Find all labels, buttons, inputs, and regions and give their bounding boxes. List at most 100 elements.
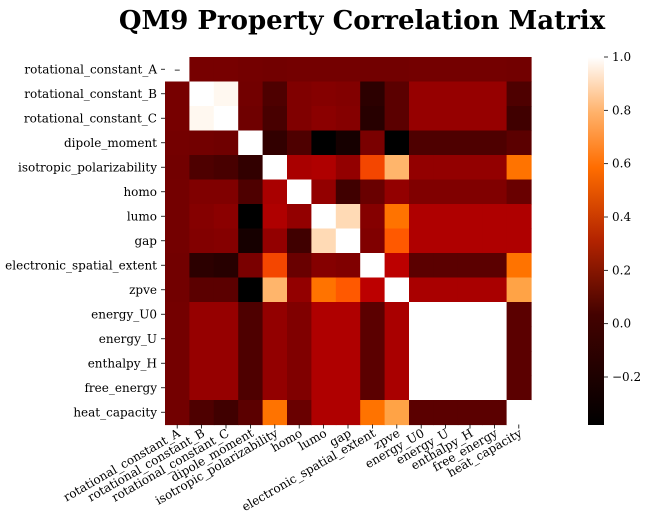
- heatmap-cell: [165, 375, 190, 401]
- heatmap-cell: [482, 400, 508, 426]
- heatmap-cell: [189, 130, 215, 156]
- heatmap-missing-cell: –: [174, 62, 180, 76]
- heatmap-cell: [433, 130, 459, 156]
- heatmap-cell: [457, 375, 483, 401]
- heatmap-cell: [482, 375, 508, 401]
- heatmap-cell: [238, 106, 264, 132]
- heatmap-cell: [213, 375, 239, 401]
- heatmap-cell: [311, 204, 337, 230]
- heatmap-cell: [189, 326, 215, 352]
- heatmap-cell: [433, 179, 459, 205]
- heatmap-cell: [360, 57, 386, 83]
- heatmap-cell: [506, 155, 532, 181]
- heatmap-cell: [433, 375, 459, 401]
- heatmap-cell: [384, 277, 410, 303]
- heatmap-cell: [457, 351, 483, 377]
- heatmap-cell: [360, 400, 386, 426]
- heatmap-cell: [213, 302, 239, 328]
- heatmap-cell: [482, 155, 508, 181]
- heatmap-cell: [189, 277, 215, 303]
- heatmap-cell: [311, 130, 337, 156]
- heatmap-cell: [189, 400, 215, 426]
- colorbar-tick-label: 0.4: [612, 210, 631, 224]
- heatmap-cell: [311, 326, 337, 352]
- heatmap-cell: [165, 326, 190, 352]
- heatmap-cell: [360, 375, 386, 401]
- heatmap-cell: [409, 106, 434, 132]
- heatmap-cell: [433, 228, 459, 254]
- heatmap-cell: [457, 326, 483, 352]
- heatmap-cell: [262, 179, 288, 205]
- heatmap-cell: [457, 277, 483, 303]
- heatmap-cell: [335, 351, 361, 377]
- heatmap-cell: [238, 204, 264, 230]
- heatmap-cell: [409, 155, 434, 181]
- heatmap-cell: [409, 179, 434, 205]
- colorbar: [588, 57, 604, 425]
- heatmap-cell: [311, 106, 337, 132]
- heatmap-cell: [189, 179, 215, 205]
- row-tick-label: rotational_constant_C: [24, 111, 157, 125]
- heatmap-cell: [457, 57, 483, 83]
- heatmap-cell: [409, 228, 434, 254]
- heatmap-cell: [335, 277, 361, 303]
- heatmap-cell: [335, 155, 361, 181]
- row-tick-label: enthalpy_H: [88, 356, 157, 370]
- heatmap-cell: [433, 351, 459, 377]
- heatmap-cell: [238, 400, 264, 426]
- row-tick-label: rotational_constant_A: [24, 62, 157, 76]
- heatmap-cell: [189, 106, 215, 132]
- heatmap-cell: [189, 253, 215, 279]
- heatmap-cell: [506, 81, 532, 107]
- heatmap-cell: [506, 253, 532, 279]
- heatmap-cell: [433, 302, 459, 328]
- heatmap-cell: [165, 179, 190, 205]
- colorbar-tick-label: 0.0: [612, 317, 631, 331]
- heatmap-cell: [335, 57, 361, 83]
- heatmap-cell: [433, 81, 459, 107]
- heatmap-cell: [213, 155, 239, 181]
- heatmap-cell: [360, 253, 386, 279]
- heatmap-cell: [360, 228, 386, 254]
- row-tick-label: dipole_moment: [64, 136, 157, 150]
- colorbar-tick-label: 0.6: [612, 157, 631, 171]
- heatmap-cell: [384, 81, 410, 107]
- heatmap-cell: [165, 155, 190, 181]
- row-tick-label: energy_U: [99, 332, 157, 346]
- heatmap-cell: [262, 351, 288, 377]
- heatmap-cell: [238, 81, 264, 107]
- heatmap-cell: [262, 57, 288, 83]
- heatmap-cell: [384, 400, 410, 426]
- heatmap-cell: [384, 155, 410, 181]
- heatmap-cell: [311, 351, 337, 377]
- heatmap-cell: [165, 302, 190, 328]
- heatmap-cell: [482, 106, 508, 132]
- row-tick-label: homo: [123, 185, 157, 199]
- row-tick-label: isotropic_polarizability: [18, 160, 157, 174]
- heatmap-cell: [189, 81, 215, 107]
- colorbar-tick-label: 1.0: [612, 50, 631, 64]
- heatmap-cell: [506, 302, 532, 328]
- heatmap-cell: [311, 81, 337, 107]
- heatmap-cell: [213, 228, 239, 254]
- heatmap-cell: [506, 228, 532, 254]
- heatmap-cell: [213, 400, 239, 426]
- heatmap-cell: [506, 375, 532, 401]
- heatmap-cell: [506, 400, 532, 426]
- heatmap-cell: [238, 253, 264, 279]
- heatmap-cell: [262, 130, 288, 156]
- heatmap-cell: [506, 326, 532, 352]
- heatmap-cell: [165, 253, 190, 279]
- heatmap-cell: [360, 204, 386, 230]
- heatmap-cell: [433, 204, 459, 230]
- heatmap-cell: [409, 400, 434, 426]
- heatmap-cell: [360, 106, 386, 132]
- heatmap-cell: [457, 204, 483, 230]
- heatmap-cell: [457, 179, 483, 205]
- heatmap-cell: [360, 155, 386, 181]
- heatmap-cell: [335, 302, 361, 328]
- heatmap-cell: [433, 106, 459, 132]
- heatmap-cell: [189, 204, 215, 230]
- heatmap-cell: [287, 253, 312, 279]
- heatmap-cell: [213, 81, 239, 107]
